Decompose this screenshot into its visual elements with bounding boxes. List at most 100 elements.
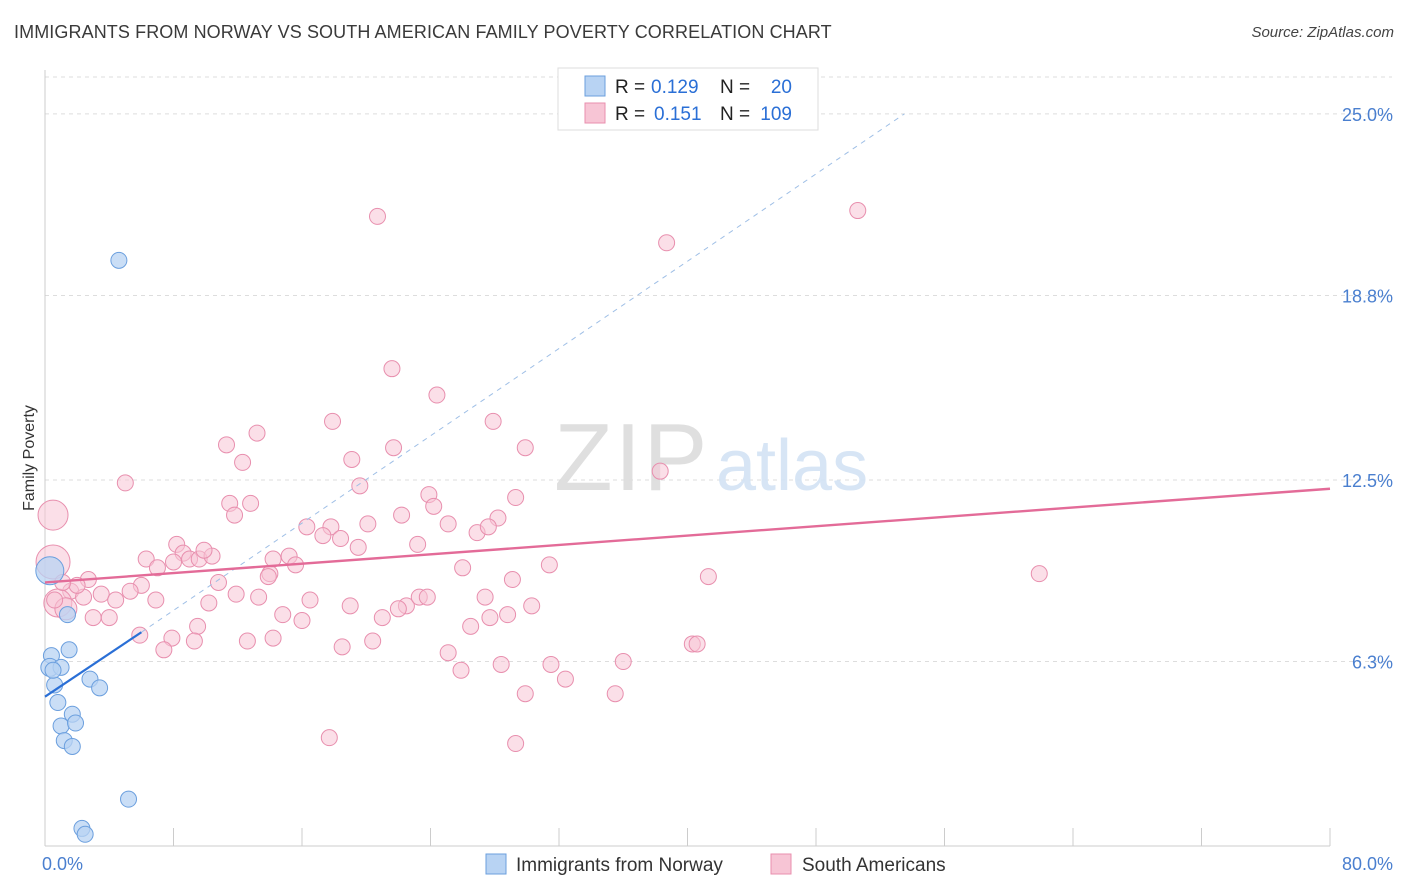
south-americans-point-64 — [341, 597, 359, 615]
south-americans-point-24 — [439, 515, 457, 533]
south-americans-point-62 — [250, 588, 268, 606]
norway-point-0 — [110, 251, 128, 269]
south-americans-point-75 — [373, 609, 391, 627]
watermark-zip: ZIP — [554, 404, 709, 511]
norway-point-18 — [76, 825, 94, 843]
south-americans-point-21 — [425, 497, 443, 515]
x-tick-label-0: 0.0% — [42, 854, 83, 874]
south-americans-point-28 — [359, 515, 377, 533]
south-americans-point-47 — [148, 559, 166, 577]
south-americans-trend-line — [44, 487, 1331, 584]
series-immigrants-from-norway — [35, 251, 138, 843]
south-americans-point-7 — [324, 412, 342, 430]
south-americans-point-72 — [100, 609, 118, 627]
norway-point-9 — [91, 679, 109, 697]
south-americans-point-78 — [499, 606, 517, 624]
legend-norway-swatch — [485, 853, 507, 875]
south-americans-point-9 — [248, 424, 266, 442]
legend-series: Immigrants from Norway South Americans — [485, 853, 946, 876]
south-americans-point-108 — [195, 541, 213, 559]
south-americans-point-92 — [688, 635, 706, 653]
south-americans-point-76 — [389, 600, 407, 618]
south-americans-point-87 — [364, 632, 382, 650]
series-south-americans — [35, 202, 1048, 753]
chart-source: Source: ZipAtlas.com — [1251, 24, 1394, 41]
south-americans-point-74 — [274, 606, 292, 624]
south-americans-point-102 — [46, 591, 64, 609]
south-americans-point-63 — [301, 591, 319, 609]
norway-point-19 — [44, 661, 62, 679]
south-americans-point-53 — [699, 568, 717, 586]
south-americans-point-15 — [651, 462, 669, 480]
x-tick-labels: 0.0% 80.0% — [42, 854, 1393, 874]
legend-n-value-blue: 20 — [771, 77, 792, 98]
south-americans-point-31 — [479, 518, 497, 536]
legend-stats: R = 0.129 N = 20 R = 0.151 N = 109 — [557, 67, 819, 131]
norway-point-12 — [52, 717, 70, 735]
norway-point-3 — [60, 641, 78, 659]
south-americans-point-101 — [507, 735, 525, 753]
norway-trend-line — [44, 631, 142, 698]
south-americans-point-20 — [507, 489, 525, 507]
south-americans-point-80 — [462, 617, 480, 635]
south-americans-point-57 — [92, 585, 110, 603]
south-americans-point-3 — [116, 474, 134, 492]
south-americans-point-16 — [351, 477, 369, 495]
south-americans-point-86 — [264, 629, 282, 647]
norway-point-2 — [58, 606, 76, 624]
south-americans-point-96 — [614, 653, 632, 671]
watermark: ZIP atlas — [554, 404, 868, 511]
x-axis-ticks — [44, 828, 1331, 846]
south-americans-point-83 — [163, 629, 181, 647]
south-americans-point-6 — [428, 386, 446, 404]
south-americans-point-1 — [658, 234, 676, 252]
south-americans-point-36 — [137, 550, 155, 568]
south-americans-point-38 — [165, 553, 182, 571]
legend-south-americans-swatch — [770, 853, 792, 875]
south-americans-point-52 — [540, 556, 558, 574]
watermark-atlas: atlas — [716, 426, 868, 506]
south-americans-point-84 — [185, 632, 203, 650]
south-americans-point-93 — [492, 655, 510, 673]
south-americans-point-61 — [227, 585, 245, 603]
y-tick-label-1: 12.5% — [1342, 471, 1393, 491]
legend-r-label-blue: R = — [615, 77, 645, 98]
south-americans-point-88 — [333, 638, 351, 656]
south-americans-point-29 — [314, 527, 332, 545]
south-americans-point-5 — [383, 360, 401, 378]
south-americans-point-89 — [155, 641, 173, 659]
y-tick-label-2: 18.8% — [1342, 286, 1393, 306]
south-americans-point-0 — [368, 207, 386, 225]
south-americans-point-58 — [121, 582, 139, 600]
south-americans-point-33 — [409, 535, 427, 553]
south-americans-point-97 — [556, 670, 574, 688]
south-americans-point-14 — [343, 450, 361, 468]
legend-r-value-blue: 0.129 — [651, 77, 699, 98]
legend-r-label-pink: R = — [615, 104, 645, 125]
south-americans-point-73 — [200, 594, 218, 612]
south-americans-point-100 — [320, 729, 338, 747]
y-tick-label-3: 25.0% — [1342, 105, 1393, 125]
south-americans-point-67 — [418, 588, 436, 606]
south-americans-point-23 — [393, 506, 411, 524]
norway-point-1 — [35, 556, 65, 586]
gridlines — [45, 76, 1392, 663]
south-americans-point-59 — [147, 591, 165, 609]
legend-n-label-pink: N = — [720, 104, 750, 125]
south-americans-point-2 — [849, 202, 867, 220]
south-americans-point-12 — [516, 439, 534, 457]
south-americans-point-90 — [439, 644, 457, 662]
south-americans-point-71 — [84, 609, 102, 627]
south-americans-point-13 — [234, 453, 252, 471]
y-tick-labels: 6.3% 12.5% 18.8% 25.0% — [1342, 105, 1393, 673]
south-americans-point-99 — [606, 685, 624, 703]
south-americans-point-105 — [332, 530, 350, 548]
south-americans-point-50 — [454, 559, 472, 577]
south-americans-point-68 — [476, 588, 494, 606]
norway-trend-extension — [141, 113, 905, 633]
legend-n-label-blue: N = — [720, 77, 750, 98]
south-americans-point-98 — [516, 685, 534, 703]
south-americans-point-81 — [189, 617, 207, 635]
trend-lines — [44, 113, 1331, 698]
